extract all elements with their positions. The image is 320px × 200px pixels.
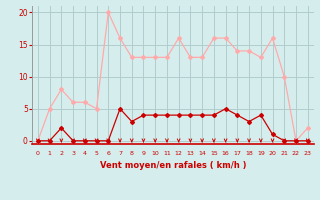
X-axis label: Vent moyen/en rafales ( km/h ): Vent moyen/en rafales ( km/h ) xyxy=(100,162,246,170)
